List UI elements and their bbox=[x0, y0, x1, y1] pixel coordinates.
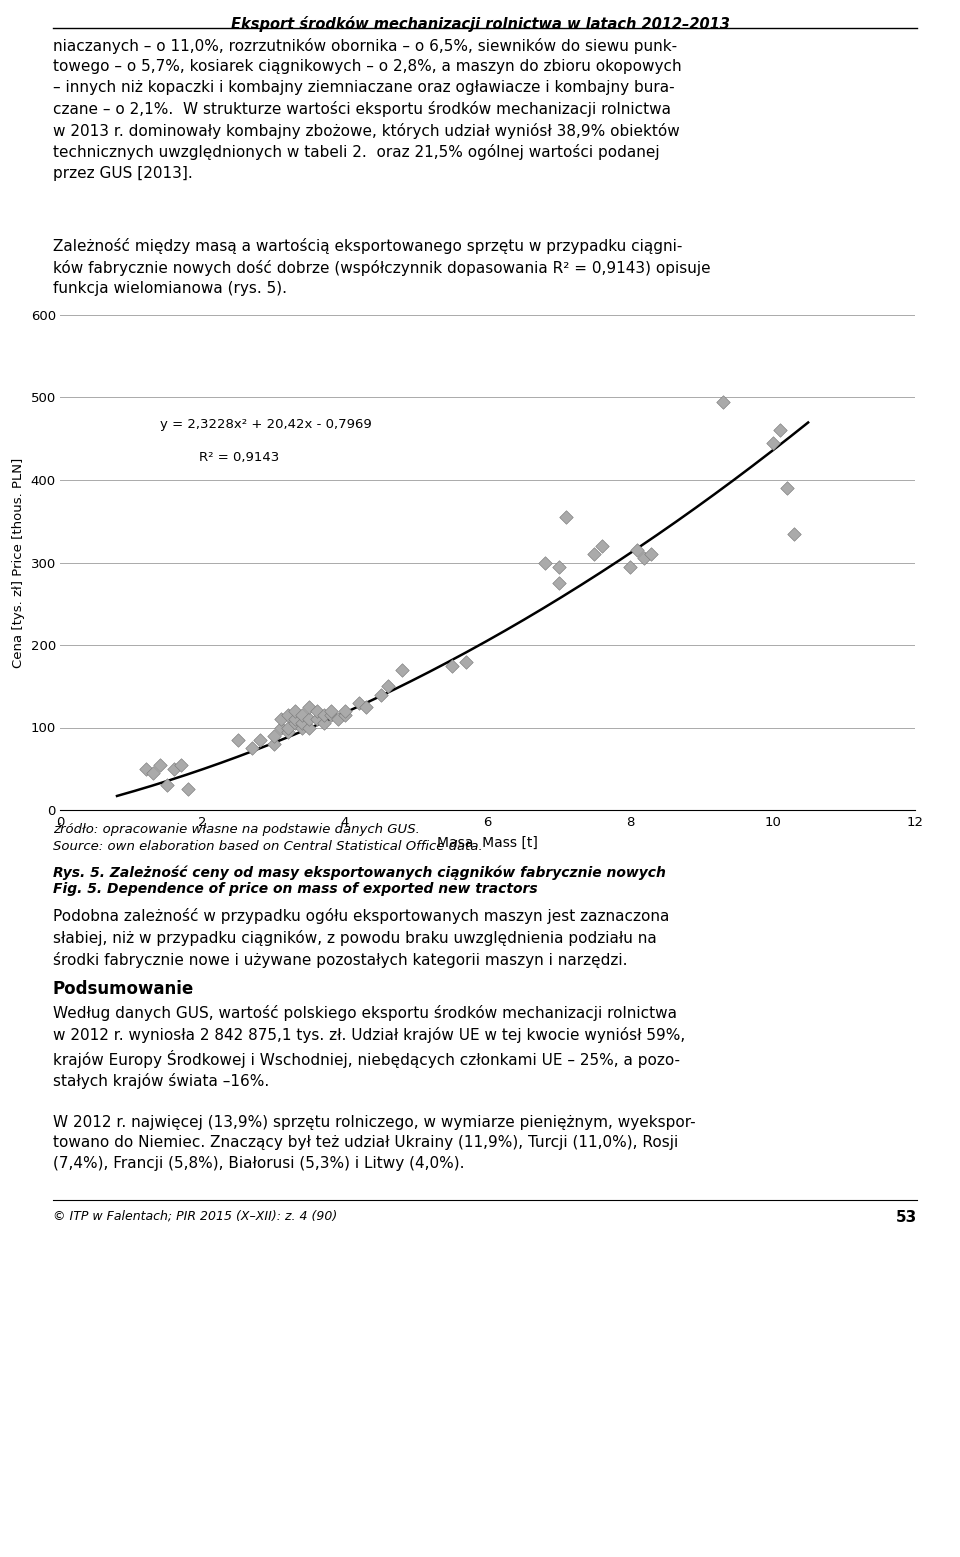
Point bbox=[594, 534, 610, 559]
Point bbox=[372, 682, 388, 707]
Point bbox=[280, 702, 296, 727]
Point bbox=[395, 657, 410, 682]
Text: W 2012 r. najwięcej (13,9%) sprzętu rolniczego, w wymiarze pieniężnym, wyekspor-: W 2012 r. najwięcej (13,9%) sprzętu roln… bbox=[53, 1115, 696, 1171]
Point bbox=[622, 554, 637, 579]
Point bbox=[180, 777, 196, 802]
Point bbox=[324, 702, 339, 727]
Point bbox=[287, 707, 302, 732]
X-axis label: Masa  Mass [t]: Masa Mass [t] bbox=[437, 836, 538, 850]
Point bbox=[459, 649, 474, 674]
Point bbox=[316, 702, 331, 727]
Point bbox=[551, 554, 566, 579]
Point bbox=[558, 504, 573, 529]
Point bbox=[295, 712, 310, 736]
Text: źródło: opracowanie własne na podstawie danych GUS.: źródło: opracowanie własne na podstawie … bbox=[53, 824, 420, 836]
Point bbox=[337, 702, 352, 727]
Point bbox=[330, 707, 346, 732]
Point bbox=[715, 389, 731, 414]
Point bbox=[765, 430, 780, 455]
Text: Podobna zależność w przypadku ogółu eksportowanych maszyn jest zaznaczona
słabie: Podobna zależność w przypadku ogółu eksp… bbox=[53, 908, 669, 968]
Point bbox=[295, 702, 310, 727]
Text: Source: own elaboration based on Central Statistical Office data.: Source: own elaboration based on Central… bbox=[53, 839, 483, 853]
Point bbox=[337, 699, 352, 724]
Point bbox=[274, 707, 289, 732]
Text: y = 2,3228x² + 20,42x - 0,7969: y = 2,3228x² + 20,42x - 0,7969 bbox=[159, 419, 372, 431]
Point bbox=[138, 757, 154, 782]
Point bbox=[587, 542, 602, 567]
Point bbox=[301, 715, 317, 740]
Point bbox=[630, 537, 645, 562]
Point bbox=[230, 727, 246, 752]
Point bbox=[359, 694, 374, 719]
Point bbox=[280, 719, 296, 744]
Point bbox=[266, 724, 281, 749]
Point bbox=[324, 699, 339, 724]
Point bbox=[780, 476, 795, 501]
Point bbox=[644, 542, 660, 567]
Point bbox=[380, 674, 396, 699]
Point bbox=[245, 735, 260, 760]
Text: R² = 0,9143: R² = 0,9143 bbox=[199, 452, 279, 464]
Text: Podsumowanie: Podsumowanie bbox=[53, 979, 194, 998]
Point bbox=[166, 757, 181, 782]
Point bbox=[287, 712, 302, 736]
Point bbox=[159, 772, 175, 797]
Point bbox=[537, 550, 552, 575]
Point bbox=[772, 417, 787, 442]
Y-axis label: Cena [tys. zł] Price [thous. PLN]: Cena [tys. zł] Price [thous. PLN] bbox=[12, 458, 25, 668]
Point bbox=[174, 752, 189, 777]
Point bbox=[301, 694, 317, 719]
Point bbox=[351, 690, 367, 715]
Point bbox=[786, 522, 802, 547]
Point bbox=[266, 732, 281, 757]
Point bbox=[152, 752, 167, 777]
Point bbox=[280, 715, 296, 740]
Point bbox=[287, 699, 302, 724]
Point bbox=[145, 760, 160, 785]
Point bbox=[551, 571, 566, 596]
Point bbox=[295, 715, 310, 740]
Text: Fig. 5. Dependence of price on mass of exported new tractors: Fig. 5. Dependence of price on mass of e… bbox=[53, 881, 538, 895]
Point bbox=[309, 707, 324, 732]
Text: Zależność między masą a wartością eksportowanego sprzętu w przypadku ciągni-
ków: Zależność między masą a wartością ekspor… bbox=[53, 238, 710, 296]
Text: © ITP w Falentach; PIR 2015 (X–XII): z. 4 (90): © ITP w Falentach; PIR 2015 (X–XII): z. … bbox=[53, 1210, 337, 1222]
Text: niaczanych – o 11,0%, rozrzutników obornika – o 6,5%, siewników do siewu punk-
t: niaczanych – o 11,0%, rozrzutników oborn… bbox=[53, 37, 682, 181]
Text: 53: 53 bbox=[896, 1210, 917, 1225]
Text: Rys. 5. Zależność ceny od masy eksportowanych ciągników fabrycznie nowych: Rys. 5. Zależność ceny od masy eksportow… bbox=[53, 866, 666, 880]
Point bbox=[316, 712, 331, 736]
Point bbox=[444, 654, 460, 679]
Point bbox=[274, 715, 289, 740]
Point bbox=[252, 727, 267, 752]
Point bbox=[301, 707, 317, 732]
Point bbox=[636, 547, 652, 571]
Text: Według danych GUS, wartość polskiego eksportu środków mechanizacji rolnictwa
w 2: Według danych GUS, wartość polskiego eks… bbox=[53, 1004, 685, 1090]
Point bbox=[309, 699, 324, 724]
Text: Eksport środków mechanizacji rolnictwa w latach 2012–2013: Eksport środków mechanizacji rolnictwa w… bbox=[230, 16, 730, 33]
